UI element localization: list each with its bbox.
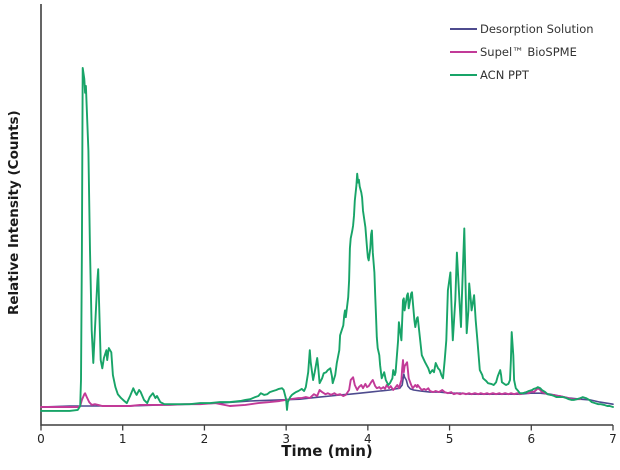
x-tick-label: 6 <box>527 432 535 446</box>
x-tick-label: 4 <box>364 432 372 446</box>
legend-label: Desorption Solution <box>480 22 594 36</box>
y-axis-title: Relative Intensity (Counts) <box>6 110 22 315</box>
legend-line-swatch <box>450 74 477 76</box>
chromatogram-traces <box>40 66 614 412</box>
x-tick-label: 3 <box>282 432 290 446</box>
legend-item-supel-biospme: Supel™ BioSPME <box>450 45 594 59</box>
legend-item-desorption-solution: Desorption Solution <box>450 22 594 36</box>
trace-supel-biospme <box>40 359 582 408</box>
legend-line-swatch <box>450 28 477 30</box>
x-tick-label: 1 <box>119 432 127 446</box>
x-tick-label: 0 <box>37 432 45 446</box>
trace-acn-ppt <box>40 66 614 412</box>
x-tick-label: 5 <box>446 432 454 446</box>
x-tick-label: 7 <box>609 432 617 446</box>
legend-label: ACN PPT <box>480 68 529 82</box>
x-axis-title: Time (min) <box>281 442 373 460</box>
legend: Desorption Solution Supel™ BioSPME ACN P… <box>450 22 594 82</box>
trace-desorption-solution <box>40 373 614 408</box>
legend-item-acn-ppt: ACN PPT <box>450 68 594 82</box>
legend-label: Supel™ BioSPME <box>480 45 577 59</box>
legend-line-swatch <box>450 51 477 53</box>
x-tick-label: 2 <box>201 432 209 446</box>
x-axis-ticks: 0 1 2 3 4 5 6 7 <box>37 425 617 446</box>
